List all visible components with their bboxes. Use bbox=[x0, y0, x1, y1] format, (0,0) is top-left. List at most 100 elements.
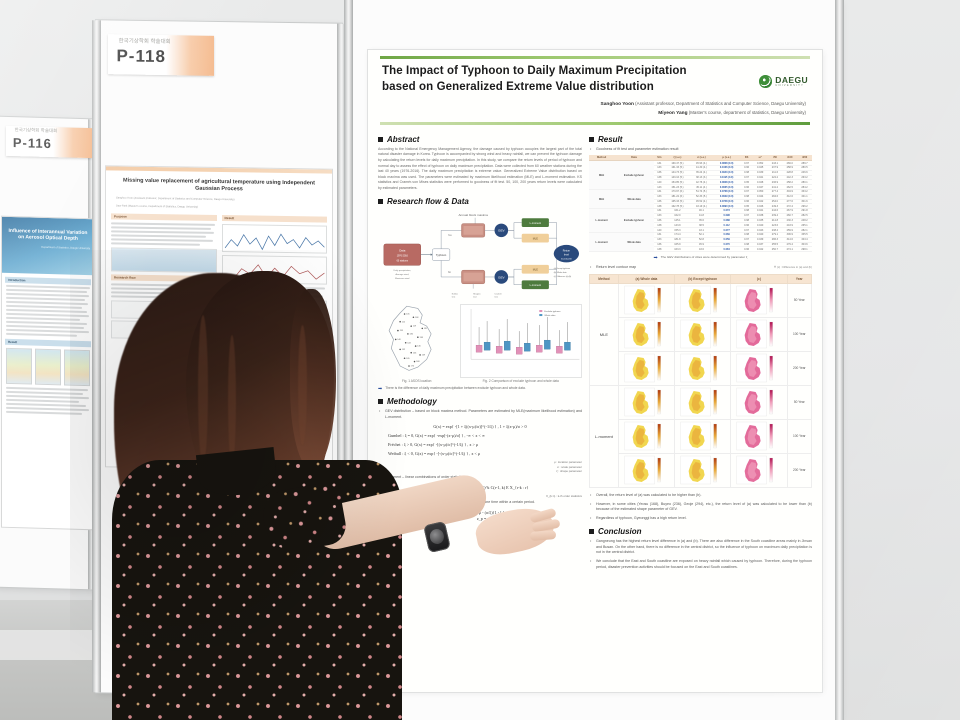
table-cell: 0.042 bbox=[752, 199, 768, 205]
table-cell: 0.035 bbox=[752, 218, 768, 224]
table-cell: 0.95 bbox=[740, 179, 753, 186]
param-legend-item: σ : scale parameter bbox=[557, 464, 582, 469]
bullet-item: Overall, the return level of (a) was cal… bbox=[590, 493, 812, 499]
board-tag-p116: 한국기상학회 학술대회 P-116 bbox=[6, 125, 92, 159]
table-cell: 52.1 bbox=[690, 232, 713, 238]
poster-authors: Sanghoo Yoon (Assistant professor, Depar… bbox=[368, 98, 822, 120]
table-cell: 162.78 (5.) bbox=[664, 203, 691, 210]
table-cell: 255.5 bbox=[767, 242, 783, 248]
poster-p118: Missing value replacement of agricultura… bbox=[106, 166, 332, 470]
table-row: 136 165.33 (5.) 45.52 (4.) 0.0748 (0.0) 0.96… bbox=[589, 199, 812, 205]
table-cell: 260.7 bbox=[782, 213, 798, 219]
table-cell: 133 bbox=[653, 213, 665, 219]
table-cell: 280.5 bbox=[797, 165, 812, 171]
abstract-text: According to the National Emergency Mana… bbox=[378, 146, 582, 191]
table-cell: 41.8 bbox=[690, 213, 713, 219]
table-column-header: Stn bbox=[653, 155, 665, 162]
table-column-header: ξ (s.e.) bbox=[664, 155, 691, 162]
table-cell: 131 bbox=[653, 208, 665, 214]
table-cell: 230.3 bbox=[782, 218, 798, 224]
contour-map-c bbox=[730, 452, 788, 488]
section-header-result: Result bbox=[588, 135, 812, 144]
svg-text:L-moment: L-moment bbox=[530, 284, 542, 287]
table-cell: 52.33 (5.) bbox=[690, 194, 713, 200]
table-row: 133 181.8 52.8 0.059 0.97 0.039 286.3 314.6 343.… bbox=[589, 237, 812, 243]
table-cell: 335.5 bbox=[797, 232, 812, 238]
contour-map-b bbox=[674, 316, 732, 352]
table-cell: 173.97 (6.) bbox=[664, 189, 691, 195]
frechet-formula: Fréchet : ξ > 0, G(x) = exp{ -[(x-μ)/σ]^… bbox=[388, 442, 479, 448]
table-cell-data: Whole data bbox=[614, 189, 654, 210]
table-cell: 301.6 bbox=[797, 199, 812, 205]
table-row: L-moment Exclude typhoon 131 161.2 46.1 0.073… bbox=[588, 208, 812, 233]
table-column-header: ω² bbox=[752, 155, 768, 162]
table-cell: 241.2 bbox=[767, 184, 783, 190]
board-post-right bbox=[835, 0, 844, 720]
note-text: The GEV distributions of cities were det… bbox=[660, 255, 748, 260]
table-cell: 0.040 bbox=[752, 222, 768, 229]
author-row: Miyeon Yang (Master's course, department… bbox=[384, 109, 806, 118]
section-header-methodology: Methodology bbox=[378, 397, 582, 406]
note-text: There is the difference of daily maximum… bbox=[385, 385, 526, 390]
poster-top-rule bbox=[380, 56, 810, 59]
svg-text:112: 112 bbox=[402, 321, 405, 323]
table-cell: 291.8 bbox=[797, 208, 812, 214]
table-cell: 0.98 bbox=[740, 194, 753, 200]
table-cell: 267.9 bbox=[782, 208, 798, 214]
contour-cell-year: 50 Year bbox=[786, 282, 813, 318]
table-cell: 0.97 bbox=[740, 189, 753, 195]
table-cell: 0.97 bbox=[740, 227, 753, 233]
table-cell: 0.96 bbox=[740, 165, 753, 171]
table-cell: 155.3 bbox=[664, 227, 691, 233]
table-cell: 0.0738 (0.0) bbox=[712, 189, 741, 195]
section-bullet-square-icon bbox=[378, 136, 383, 142]
section-header-conclusion: Conclusion bbox=[588, 526, 812, 536]
svg-text:146: 146 bbox=[417, 345, 421, 347]
poster-header: The Impact of Typhoon to Daily Maximum P… bbox=[368, 59, 822, 98]
p118-timeseries-plot bbox=[221, 223, 327, 254]
table-row: 138 163.3 43.6 0.084 0.96 0.042 250.7 274.1 298.… bbox=[589, 246, 812, 253]
table-cell: 42.76 (4.) bbox=[690, 179, 713, 186]
poster-title-line-1: The Impact of Typhoon to Daily Maximum P… bbox=[382, 65, 687, 77]
table-cell-data: Exclude typhoon bbox=[614, 160, 654, 190]
table-column-header: μ (s.e.) bbox=[712, 155, 741, 162]
table-cell: 144.73 (5.) bbox=[664, 170, 691, 176]
logo-text: DAEGU UNIVERSITY bbox=[775, 76, 808, 87]
poster-header-rule bbox=[380, 121, 810, 125]
table-cell: 43.19 (4.) bbox=[690, 203, 713, 210]
table-column-header: r50 bbox=[767, 155, 783, 162]
svg-text:L-moment: L-moment bbox=[530, 222, 542, 225]
table-cell: 266.0 bbox=[782, 160, 798, 167]
svg-text:Average wind,: Average wind, bbox=[396, 273, 410, 276]
table-cell: 136 bbox=[653, 242, 665, 248]
p116-authors: Department of Statistics, Daegu Universi… bbox=[41, 245, 90, 250]
table-cell: 136 bbox=[653, 218, 665, 224]
svg-text:(a) Except typhoon: (a) Except typhoon bbox=[554, 267, 570, 270]
table-cell: 0.0808 (0.0) bbox=[712, 160, 741, 167]
table-cell: 243.9 bbox=[782, 222, 798, 229]
table-cell: 160.47 (5.) bbox=[664, 160, 691, 167]
contour-cell-year: 50 Year bbox=[786, 384, 813, 420]
tag-code: P-116 bbox=[12, 135, 52, 152]
bullet-item: Goodness of fit test and parameter estim… bbox=[590, 147, 812, 153]
svg-text:159: 159 bbox=[422, 354, 426, 356]
contour-body: MLE 50 Year 100 Year 200 Year L-moment 50 Yea… bbox=[588, 282, 813, 488]
table-cell: 306.9 bbox=[782, 232, 798, 238]
p118-title: Missing value replacement of agricultura… bbox=[123, 177, 315, 193]
svg-text:Data: Data bbox=[399, 249, 406, 253]
table-cell-method: L-moment bbox=[588, 232, 615, 253]
section-title: Conclusion bbox=[597, 526, 642, 536]
table-cell: 0.0943 (0.0) bbox=[712, 170, 741, 176]
contour-row: 200 Year bbox=[589, 452, 813, 488]
table-cell: 298.1 bbox=[797, 246, 812, 253]
svg-text:Maximum wind: Maximum wind bbox=[395, 278, 410, 280]
table-cell: 154.85 (5.) bbox=[664, 179, 691, 186]
table-cell: 0.045 bbox=[752, 165, 768, 171]
svg-text:119: 119 bbox=[413, 325, 417, 327]
table-cell: 0.97 bbox=[740, 160, 753, 167]
table-cell: 0.069 bbox=[712, 232, 741, 238]
conclusion-bullets: Gangneung has the highest return level d… bbox=[589, 539, 812, 571]
presenter-person bbox=[78, 255, 561, 720]
table-cell: 212.8 bbox=[767, 218, 783, 224]
contour-map-a bbox=[617, 282, 676, 318]
